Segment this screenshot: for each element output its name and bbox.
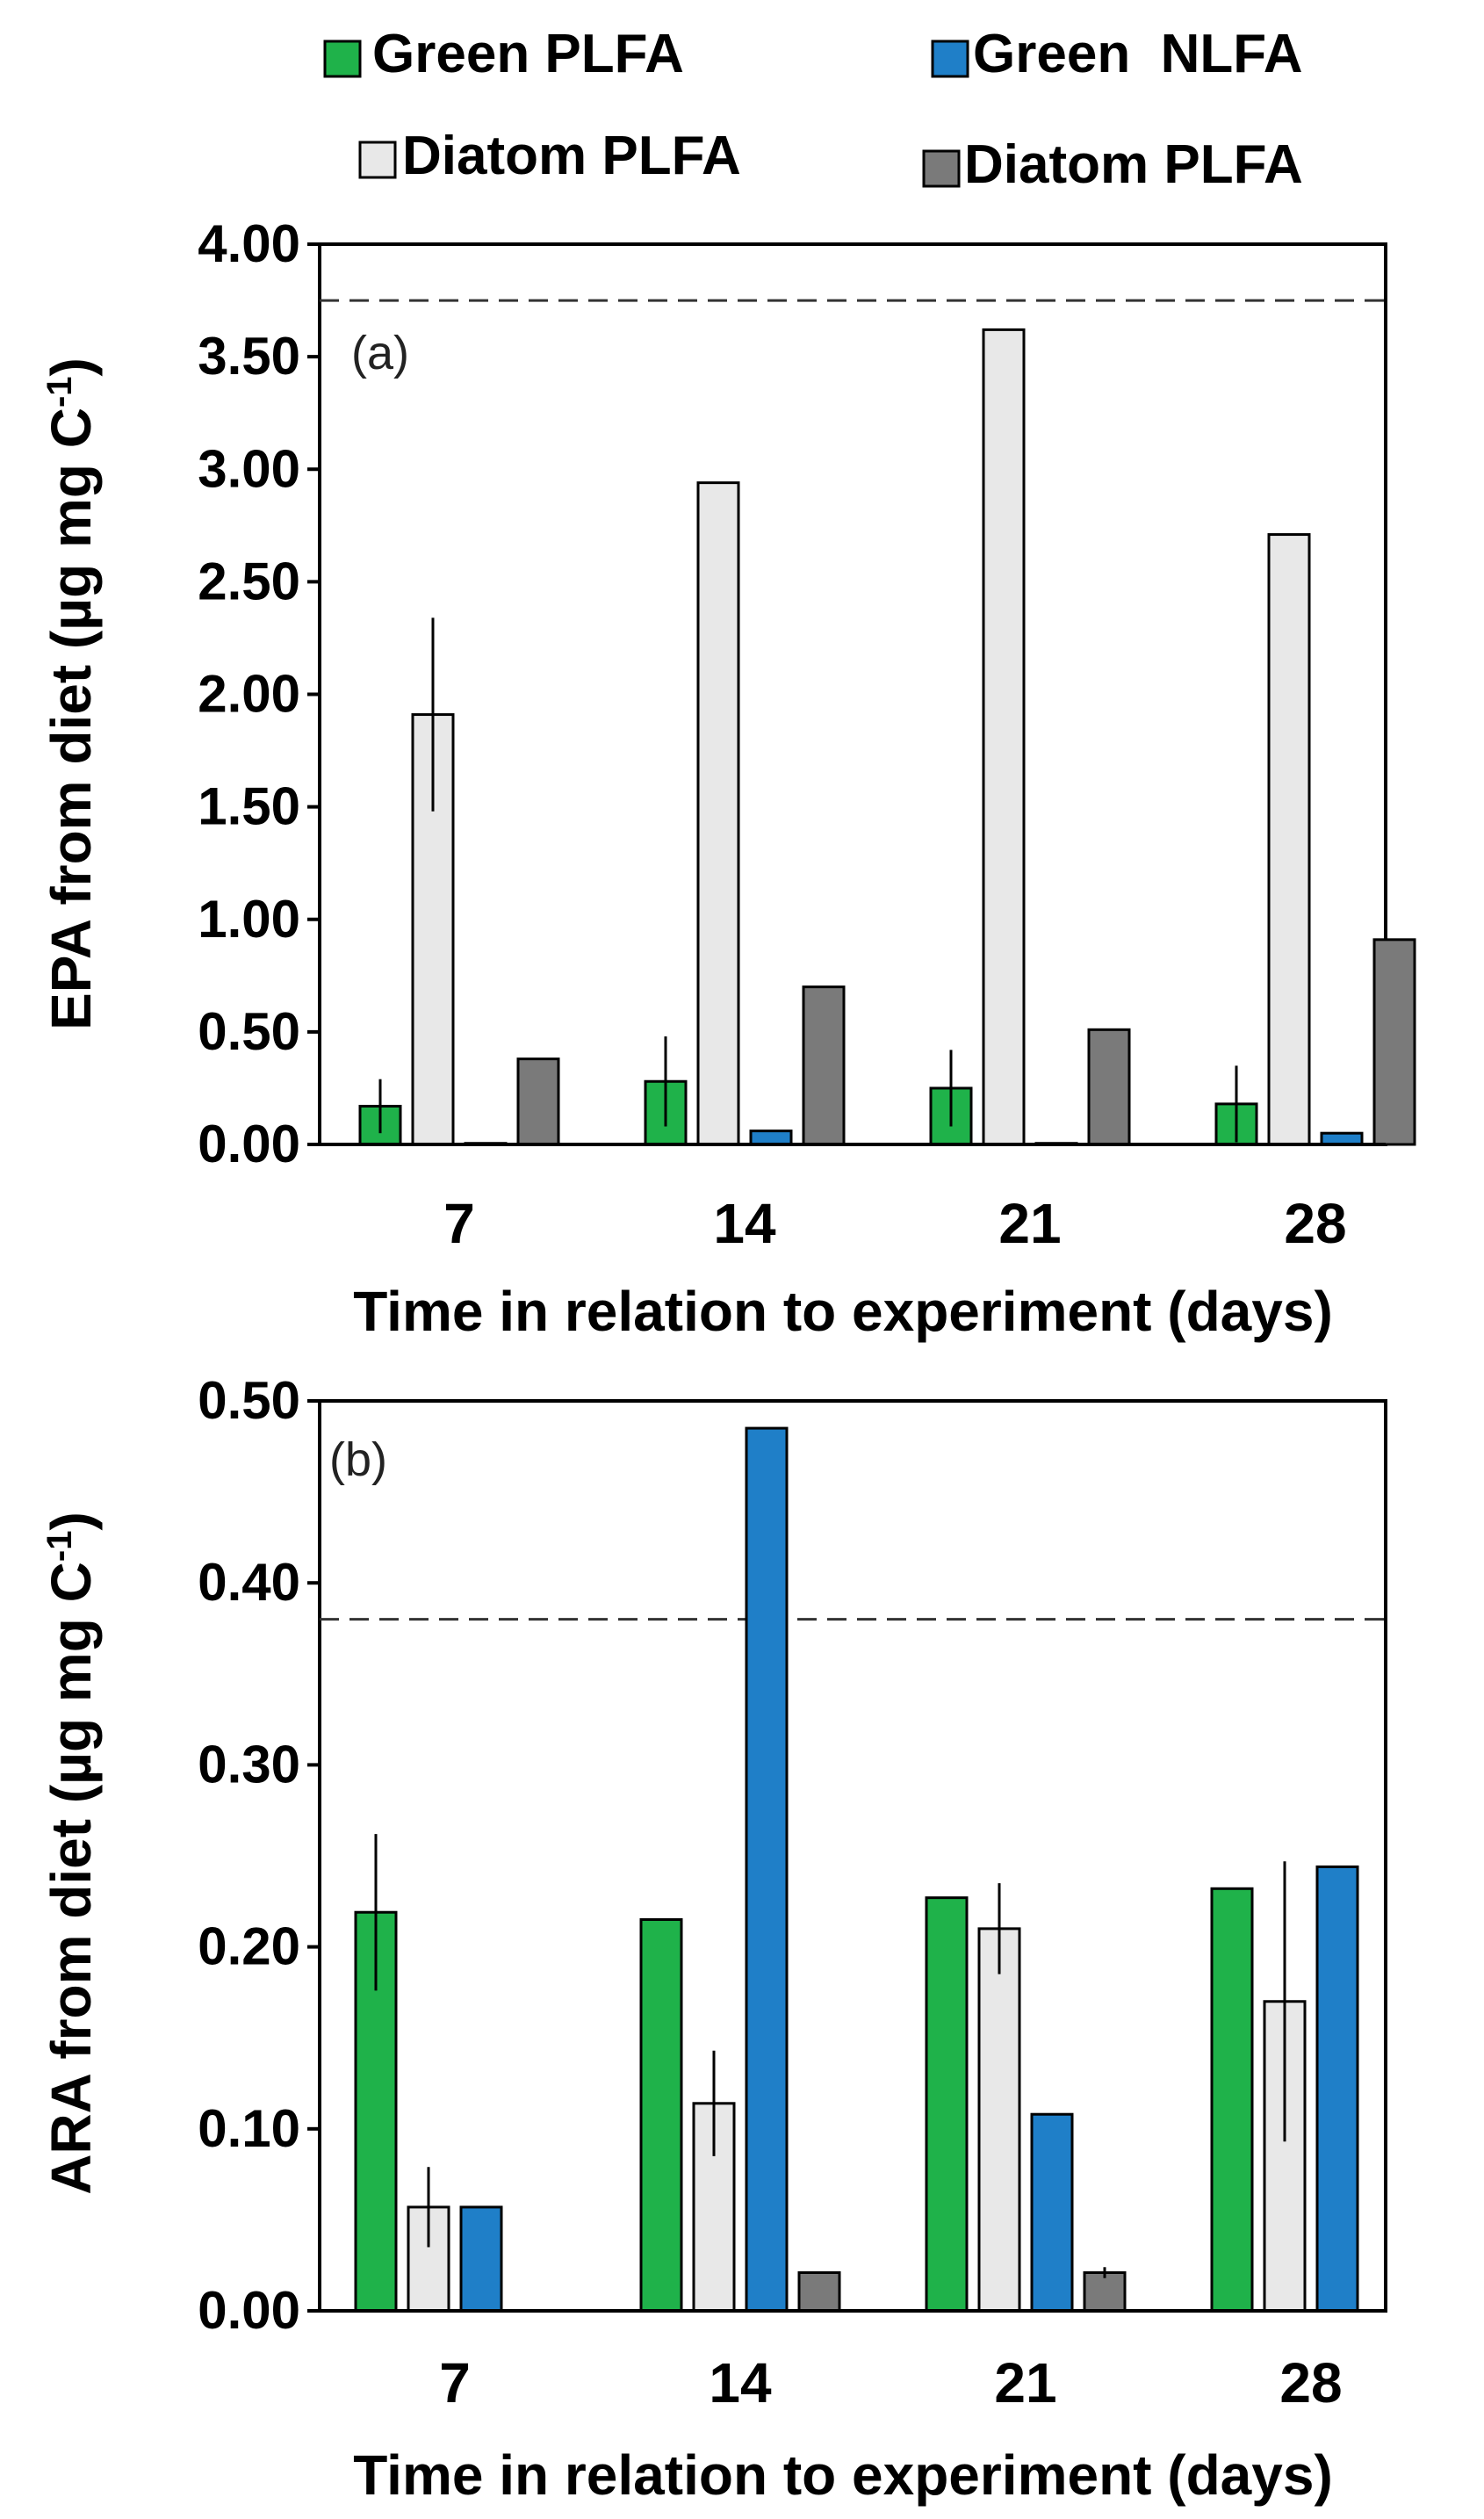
y-ticks-b: 0.00 0.10 0.20 0.30 0.40 0.50 — [198, 1371, 320, 2340]
bar-diatom-plfa-dark-day-28 — [1372, 938, 1416, 1146]
y-axis-label-b-main: ARA from diet (µg mg C — [40, 1562, 103, 2195]
bar-green-plfa-day-14 — [639, 1918, 683, 2313]
legend-item-diatom-plfa-dark: Diatom PLFA — [922, 134, 1303, 195]
y-axis-label-b-sup: -1 — [40, 1531, 79, 1563]
legend-label-green-plfa: Green PLFA — [372, 24, 684, 84]
y-axis-label-a-close: ) — [40, 357, 103, 376]
x-categories-b: 7 14 21 28 — [439, 2351, 1342, 2414]
x-categories-a: 7 14 21 28 — [443, 1192, 1346, 1255]
bar-green-nlfa-day-14 — [745, 1426, 789, 2313]
x-category-label: 21 — [998, 1192, 1061, 1255]
y-tick-label: 2.50 — [198, 552, 300, 610]
legend-swatch-diatom-plfa-light — [358, 141, 397, 179]
plot-area-b — [318, 1399, 1387, 2313]
legend-label-green-nlfa: Green NLFA — [973, 24, 1303, 84]
legend-item-green-plfa: Green PLFA — [323, 24, 684, 84]
y-axis-label-a: EPA from diet (µg mg C-1) — [40, 357, 103, 1030]
legend-swatch-green-plfa — [323, 40, 362, 78]
y-tick-label: 0.30 — [198, 1735, 300, 1794]
x-category-label: 7 — [443, 1192, 475, 1255]
x-category-label: 14 — [709, 2351, 772, 2414]
bar-diatom-plfa-dark-day-21 — [1083, 2270, 1127, 2313]
plot-area-a — [318, 242, 1387, 1146]
marks-a — [320, 299, 1416, 1146]
marks-b — [320, 1426, 1386, 2313]
x-category-label: 7 — [439, 2351, 471, 2414]
bar-diatom-plfa-dark-day-7 — [516, 1057, 560, 1146]
y-axis-label-a-main: EPA from diet (µg mg C — [40, 408, 103, 1030]
y-tick-label: 1.00 — [198, 890, 300, 949]
y-axis-label-a-sup: -1 — [40, 376, 79, 408]
y-tick-label: 2.00 — [198, 665, 300, 724]
bar-green-nlfa-day-21 — [1030, 2112, 1074, 2313]
y-tick-label: 0.20 — [198, 1917, 300, 1976]
bar-green-nlfa-day-7 — [459, 2205, 503, 2313]
bar-diatom-plfa-light-day-21 — [977, 1927, 1021, 2313]
y-tick-label: 0.40 — [198, 1553, 300, 1612]
legend-swatch-green-nlfa — [931, 40, 969, 78]
bar-diatom-plfa-light-day-21 — [982, 328, 1026, 1146]
x-category-label: 21 — [994, 2351, 1056, 2414]
x-category-label: 14 — [713, 1192, 776, 1255]
bar-green-plfa-day-28 — [1210, 1887, 1254, 2313]
legend-item-diatom-plfa-light: Diatom PLFA — [358, 126, 741, 186]
x-axis-label-b: Time in relation to experiment (days) — [353, 2443, 1333, 2507]
bar-diatom-plfa-dark-day-21 — [1087, 1028, 1131, 1146]
y-tick-label: 4.00 — [198, 214, 300, 273]
y-tick-label: 0.50 — [198, 1002, 300, 1061]
y-tick-label: 0.00 — [198, 1115, 300, 1173]
y-axis-label-b: ARA from diet (µg mg C-1) — [40, 1512, 103, 2195]
y-ticks-a: 0.00 0.50 1.00 1.50 2.00 2.50 3.00 3.50 4.00 — [198, 214, 320, 1173]
y-tick-label: 3.00 — [198, 439, 300, 498]
x-axis-label-a: Time in relation to experiment (days) — [353, 1280, 1333, 1343]
y-tick-label: 0.50 — [198, 1371, 300, 1430]
x-category-label: 28 — [1284, 1192, 1346, 1255]
legend-label-diatom-plfa-dark: Diatom PLFA — [964, 134, 1303, 195]
bar-diatom-plfa-dark-day-14 — [797, 2270, 841, 2313]
chart-panel-b: (b) 0.00 0.10 0.20 0.30 0.40 0.50 7 14 21 28 Tim… — [40, 1371, 1387, 2507]
bar-diatom-plfa-dark-day-14 — [802, 985, 846, 1146]
bar-diatom-plfa-light-day-28 — [1267, 533, 1311, 1146]
panel-label-b: (b) — [329, 1433, 387, 1486]
panel-label-a: (a) — [351, 327, 409, 379]
y-tick-label: 1.50 — [198, 777, 300, 836]
legend-item-green-nlfa: Green NLFA — [931, 24, 1303, 84]
legend-label-diatom-plfa-light: Diatom PLFA — [402, 126, 741, 186]
y-tick-label: 0.10 — [198, 2099, 300, 2158]
y-axis-label-b-close: ) — [40, 1512, 103, 1530]
bar-green-nlfa-day-14 — [749, 1130, 793, 1146]
y-tick-label: 0.00 — [198, 2281, 300, 2340]
chart-panel-a: (a) 0.00 0.50 1.00 1.50 2.00 2.50 3.00 3.50 4.00… — [40, 214, 1416, 1343]
y-tick-label: 3.50 — [198, 327, 300, 386]
bar-green-plfa-day-21 — [925, 1896, 969, 2313]
legend-swatch-diatom-plfa-dark — [922, 149, 961, 188]
bar-diatom-plfa-light-day-14 — [696, 481, 740, 1146]
bar-green-nlfa-day-28 — [1315, 1865, 1359, 2313]
legend: Green PLFA Green NLFA Diatom PLFA Diatom… — [323, 24, 1303, 195]
x-category-label: 28 — [1279, 2351, 1342, 2414]
